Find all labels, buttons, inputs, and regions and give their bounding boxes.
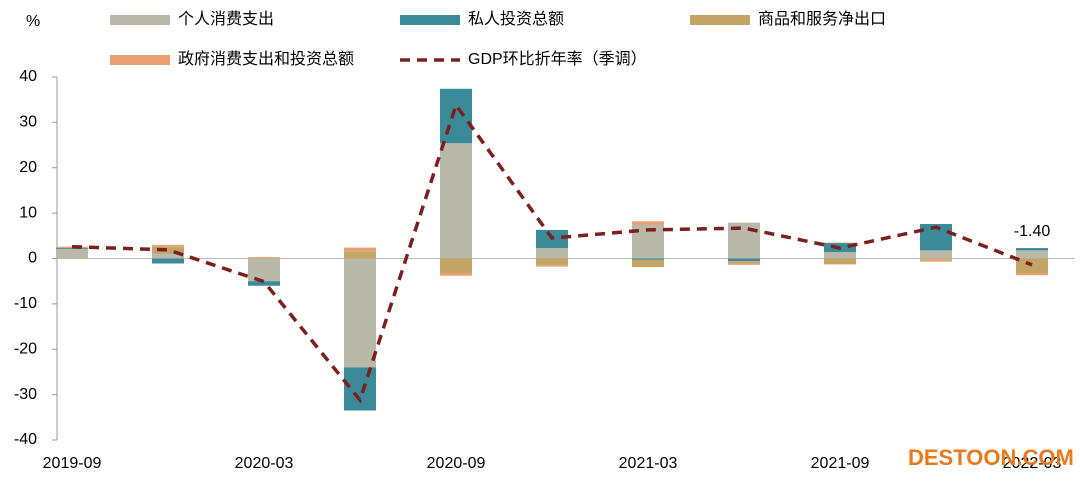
bar-segment: [920, 258, 952, 260]
bar-segment: [632, 259, 664, 268]
bar-segment: [56, 248, 88, 249]
bar-segment: [632, 221, 664, 225]
x-tick-label: 2022-03: [1003, 455, 1062, 472]
bar-segment: [536, 258, 568, 266]
bar-segment: [152, 258, 184, 264]
legend-label: 私人投资总额: [468, 10, 564, 28]
legend-label: 商品和服务净出口: [758, 10, 886, 28]
bar-segment: [56, 248, 88, 259]
y-tick-label: 20: [19, 159, 37, 176]
x-tick-label: 2021-03: [619, 455, 678, 472]
bar-segment: [536, 265, 568, 267]
y-tick-label: 30: [19, 114, 37, 131]
x-tick-label: 2020-09: [427, 455, 486, 472]
watermark: DESTOON.COM: [908, 445, 1074, 470]
legend-swatch: [110, 55, 170, 65]
bar-segment: [1016, 248, 1048, 251]
y-tick-label: 0: [28, 250, 37, 267]
bar-segment: [824, 258, 856, 265]
bar-segment: [632, 258, 664, 260]
bar-segment: [248, 281, 280, 286]
bar-segment: [1016, 273, 1048, 276]
data-label: -1.40: [1014, 223, 1051, 240]
y-tick-label: 10: [19, 204, 37, 221]
bar-segment: [1016, 250, 1048, 259]
bar-segment: [440, 258, 472, 274]
bar-segment: [344, 251, 376, 259]
gdp-line: [71, 101, 1033, 404]
x-tick-label: 2019-09: [43, 455, 102, 472]
bar-segment: [536, 248, 568, 259]
x-tick-label: 2021-09: [811, 455, 870, 472]
legend-swatch: [400, 15, 460, 25]
bar-segment: [344, 367, 376, 411]
bar-segment: [1016, 258, 1048, 274]
bar-segment: [824, 252, 856, 259]
bar-segment: [920, 259, 952, 262]
y-tick-label: -20: [14, 340, 37, 357]
x-tick-label: 2020-03: [235, 455, 294, 472]
legend-swatch: [110, 15, 170, 25]
y-tick-label: -40: [14, 431, 37, 448]
bar-segment: [920, 250, 952, 259]
bar-segment: [728, 261, 760, 264]
bar-segment: [728, 263, 760, 265]
bar-segment: [152, 244, 184, 247]
bar-segment: [728, 258, 760, 262]
y-tick-label: 40: [19, 68, 37, 85]
y-tick-label: -30: [14, 386, 37, 403]
bar-segment: [344, 258, 376, 368]
bar-segment: [152, 253, 184, 259]
legend-label: 政府消费支出和投资总额: [178, 50, 354, 68]
y-axis-label: %: [26, 13, 40, 30]
legend-label: 个人消费支出: [178, 10, 274, 28]
legend-label: GDP环比折年率（季调）: [468, 50, 647, 68]
bar-segment: [248, 257, 280, 259]
y-tick-label: -10: [14, 295, 37, 312]
bar-segment: [152, 246, 184, 254]
bar-segment: [248, 258, 280, 282]
bar-segment: [440, 273, 472, 276]
legend-swatch: [690, 15, 750, 25]
bar-segment: [440, 88, 472, 144]
bar-segment: [440, 143, 472, 259]
bar-segment: [344, 247, 376, 252]
